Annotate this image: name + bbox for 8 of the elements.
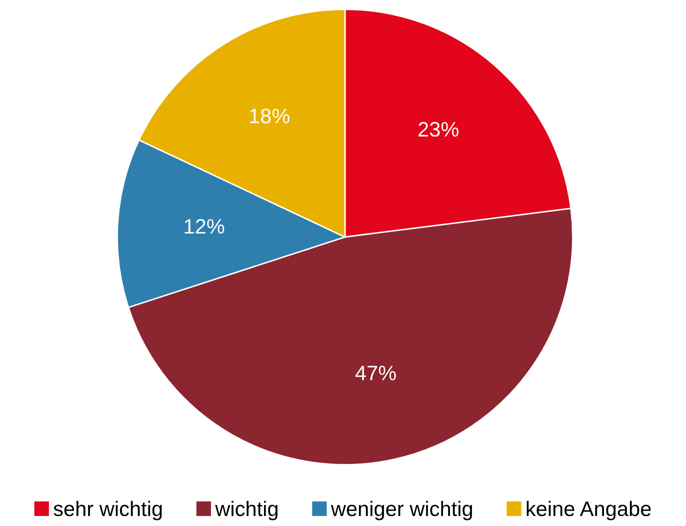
legend-label: weniger wichtig <box>330 500 472 520</box>
data-label: 12% <box>184 218 224 234</box>
legend-label: wichtig <box>215 500 278 520</box>
data-label: 47% <box>355 366 396 380</box>
legend-label: keine Angabe <box>526 500 651 520</box>
data-label: 18% <box>250 108 290 124</box>
data-label: 23% <box>418 122 458 137</box>
legend-label: sehr wichtig <box>54 500 162 520</box>
